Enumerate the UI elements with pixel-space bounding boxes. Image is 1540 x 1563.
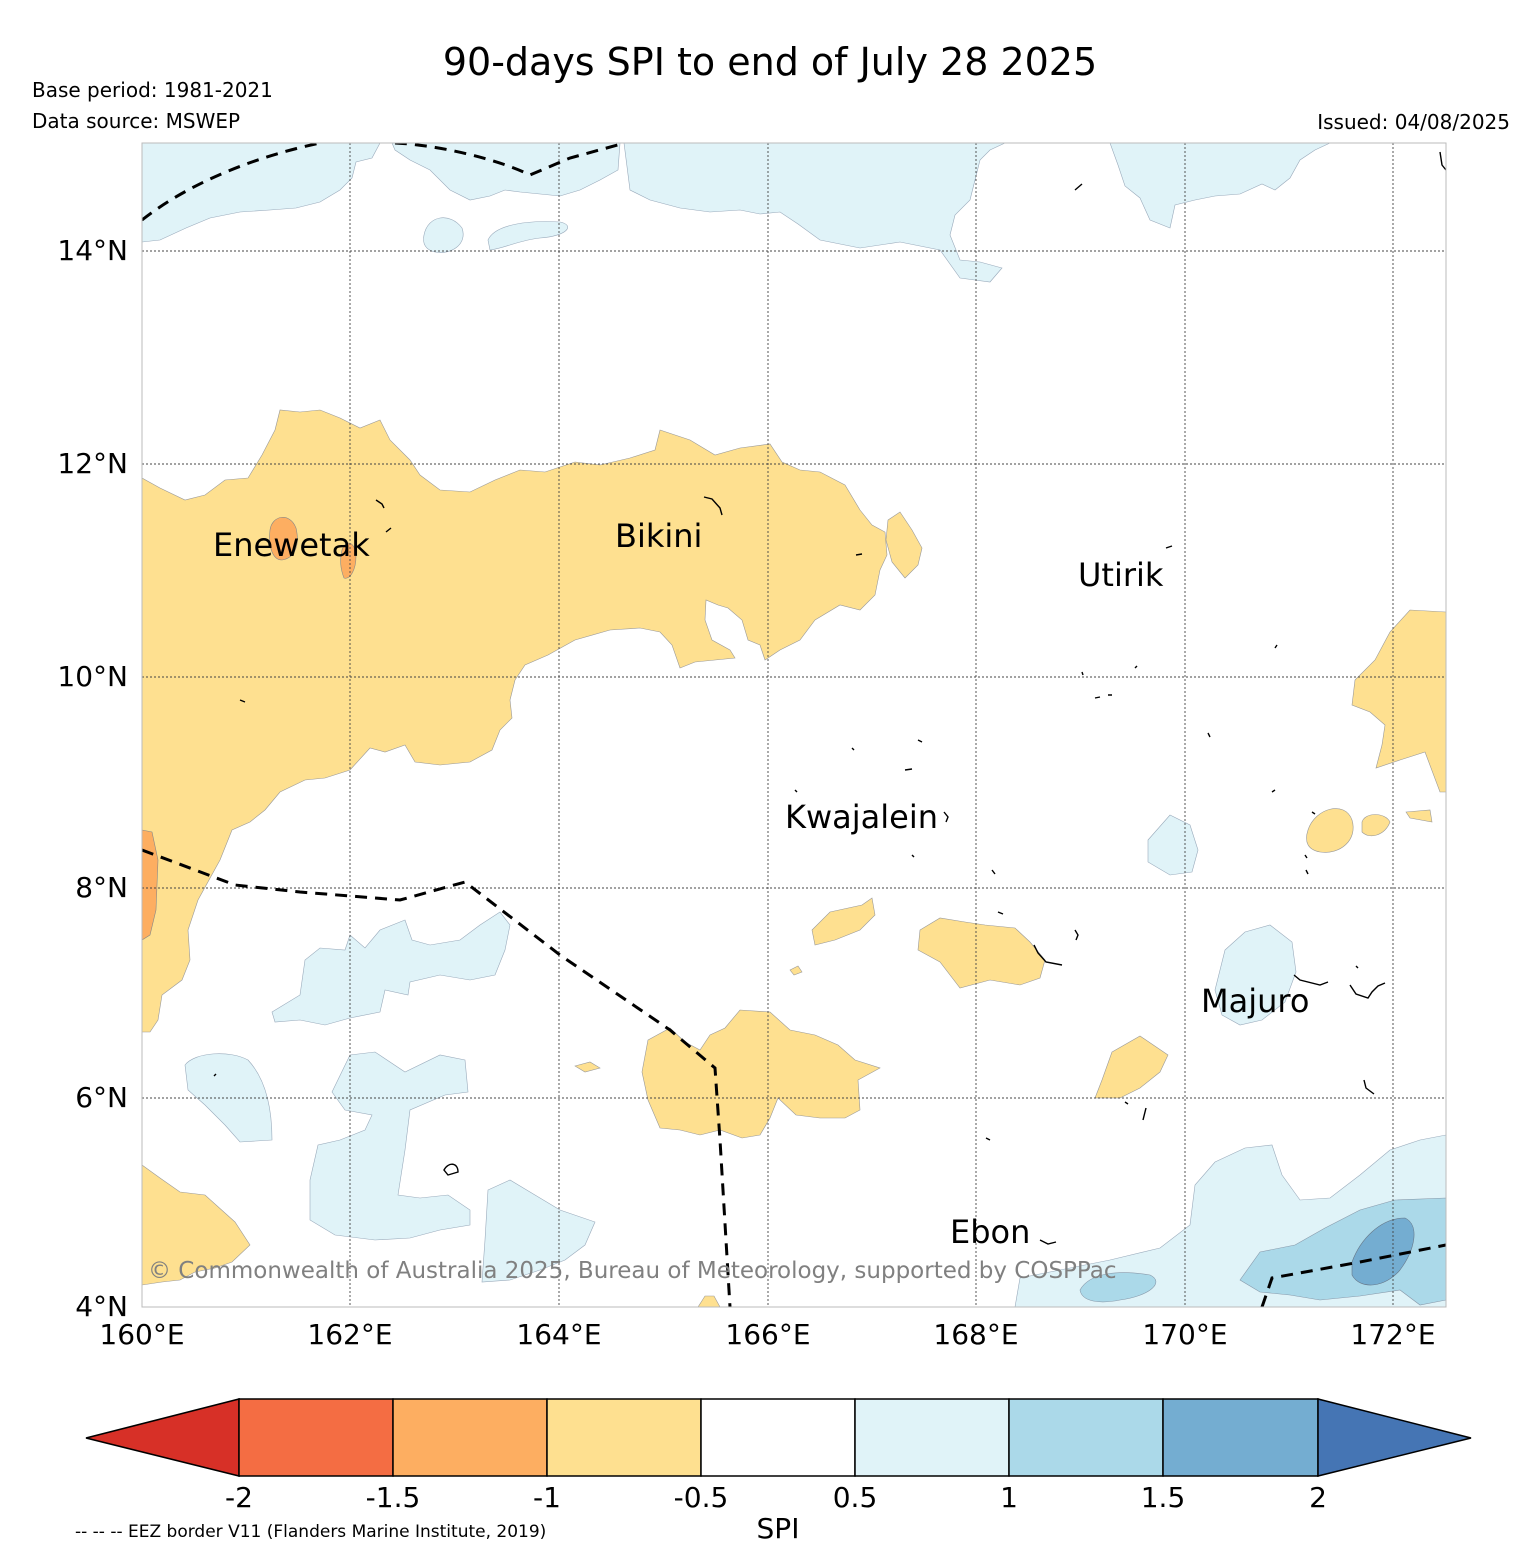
colorbar-tick-label: 1 bbox=[1000, 1481, 1018, 1514]
dry-patch-tiny-3 bbox=[697, 1295, 721, 1307]
wet-patch-majuro bbox=[1214, 924, 1297, 1026]
dry-patch-tiny-1 bbox=[574, 1061, 601, 1073]
colorbar-segment-1 bbox=[238, 1398, 394, 1477]
colorbar-segment-6 bbox=[1008, 1398, 1164, 1477]
wet-patch-north-far-east bbox=[1109, 143, 1331, 229]
dry-patch-majuro-west bbox=[1094, 1035, 1169, 1099]
lat-label-8n: 8°N bbox=[75, 871, 128, 904]
place-label-majuro: Majuro bbox=[1201, 982, 1309, 1020]
place-label-enewetak: Enewetak bbox=[213, 526, 370, 564]
place-label-kwajalein: Kwajalein bbox=[785, 798, 938, 836]
dry-band-west bbox=[142, 409, 888, 1033]
wet-patch-7n-west bbox=[271, 911, 511, 1026]
wettest-patch-south-east bbox=[1351, 1217, 1415, 1286]
colorbar-segment-4 bbox=[700, 1398, 856, 1477]
place-label-utirik: Utirik bbox=[1078, 556, 1164, 594]
colorbar-tick-label: -1.5 bbox=[366, 1481, 421, 1514]
dry-patch-kwajalein-south bbox=[811, 897, 876, 946]
dry-patch-168e bbox=[917, 917, 1046, 989]
wet-patch-north-central bbox=[391, 143, 621, 201]
colorbar-segment-7 bbox=[1162, 1398, 1319, 1477]
map-title: 90-days SPI to end of July 28 2025 bbox=[442, 40, 1098, 84]
colorbar-title: SPI bbox=[757, 1512, 800, 1545]
colorbar-extend-high bbox=[1317, 1398, 1472, 1477]
lon-label-162e: 162°E bbox=[307, 1318, 392, 1351]
wet-patch-north-west bbox=[142, 143, 381, 243]
dry-patch-tiny-2 bbox=[789, 965, 803, 976]
map-frame bbox=[141, 142, 1447, 1308]
issued-date-label: Issued: 04/08/2025 bbox=[1317, 110, 1510, 134]
lat-label-12n: 12°N bbox=[57, 447, 128, 480]
wet-patch-8n-east bbox=[1147, 814, 1199, 876]
dry-patch-east-small-1 bbox=[1306, 808, 1354, 853]
dry-patch-east-small-2 bbox=[1361, 814, 1391, 837]
eez-border-lines bbox=[142, 143, 1446, 1307]
colorbar-tick-label: 0.5 bbox=[833, 1481, 878, 1514]
lon-label-172e: 172°E bbox=[1350, 1318, 1435, 1351]
lon-label-164e: 164°E bbox=[516, 1318, 601, 1351]
wet-patch-north-east bbox=[623, 143, 1006, 283]
colorbar-segment-5 bbox=[854, 1398, 1010, 1477]
lon-label-170e: 170°E bbox=[1142, 1318, 1227, 1351]
lat-label-6n: 6°N bbox=[75, 1081, 128, 1114]
lon-label-168e: 168°E bbox=[933, 1318, 1018, 1351]
place-label-ebon: Ebon bbox=[950, 1213, 1030, 1251]
spi-contours bbox=[142, 143, 1446, 1307]
colorbar-tick-label: 1.5 bbox=[1141, 1481, 1186, 1514]
dry-island-bikini-east bbox=[885, 511, 923, 579]
colorbar bbox=[85, 1398, 1472, 1477]
wet-patch-small-1 bbox=[423, 217, 464, 253]
lat-label-14n: 14°N bbox=[57, 234, 128, 267]
wet-patch-small-2 bbox=[487, 221, 568, 251]
wet-patch-5n-central bbox=[481, 1179, 596, 1283]
dry-patch-east-edge bbox=[1351, 609, 1446, 793]
lat-label-4n: 4°N bbox=[75, 1290, 128, 1323]
dry-patch-east-small-3 bbox=[1405, 809, 1433, 823]
data-source-label: Data source: MSWEP bbox=[32, 109, 241, 133]
colorbar-segment-2 bbox=[392, 1398, 548, 1477]
colorbar-tick-label: -1 bbox=[533, 1481, 561, 1514]
colorbar-tick-label: 2 bbox=[1309, 1481, 1327, 1514]
colorbar-tick-label: -2 bbox=[225, 1481, 253, 1514]
base-period-label: Base period: 1981-2021 bbox=[32, 78, 273, 102]
colorbar-segment-3 bbox=[546, 1398, 702, 1477]
dryer-patch-enewetak bbox=[269, 517, 298, 561]
dry-patch-6n-central bbox=[641, 1009, 881, 1139]
lon-label-166e: 166°E bbox=[725, 1318, 810, 1351]
colorbar-tick-label: -0.5 bbox=[674, 1481, 729, 1514]
colorbar-extend-low bbox=[85, 1398, 240, 1477]
wet-patch-6n-west bbox=[184, 1053, 273, 1143]
place-label-bikini: Bikini bbox=[615, 517, 702, 555]
dryer-patch-west-edge bbox=[142, 829, 159, 941]
dry-patch-south-west bbox=[142, 1164, 251, 1286]
atoll-outlines bbox=[213, 151, 1447, 1245]
copyright-text: © Commonwealth of Australia 2025, Bureau… bbox=[148, 1258, 1117, 1284]
eez-border-legend-note: -- -- -- EEZ border V11 (Flanders Marine… bbox=[75, 1522, 547, 1542]
graticule bbox=[142, 143, 1446, 1307]
wet-patch-5n-west bbox=[309, 1051, 471, 1241]
lat-label-10n: 10°N bbox=[57, 660, 128, 693]
lon-label-160e: 160°E bbox=[99, 1318, 184, 1351]
